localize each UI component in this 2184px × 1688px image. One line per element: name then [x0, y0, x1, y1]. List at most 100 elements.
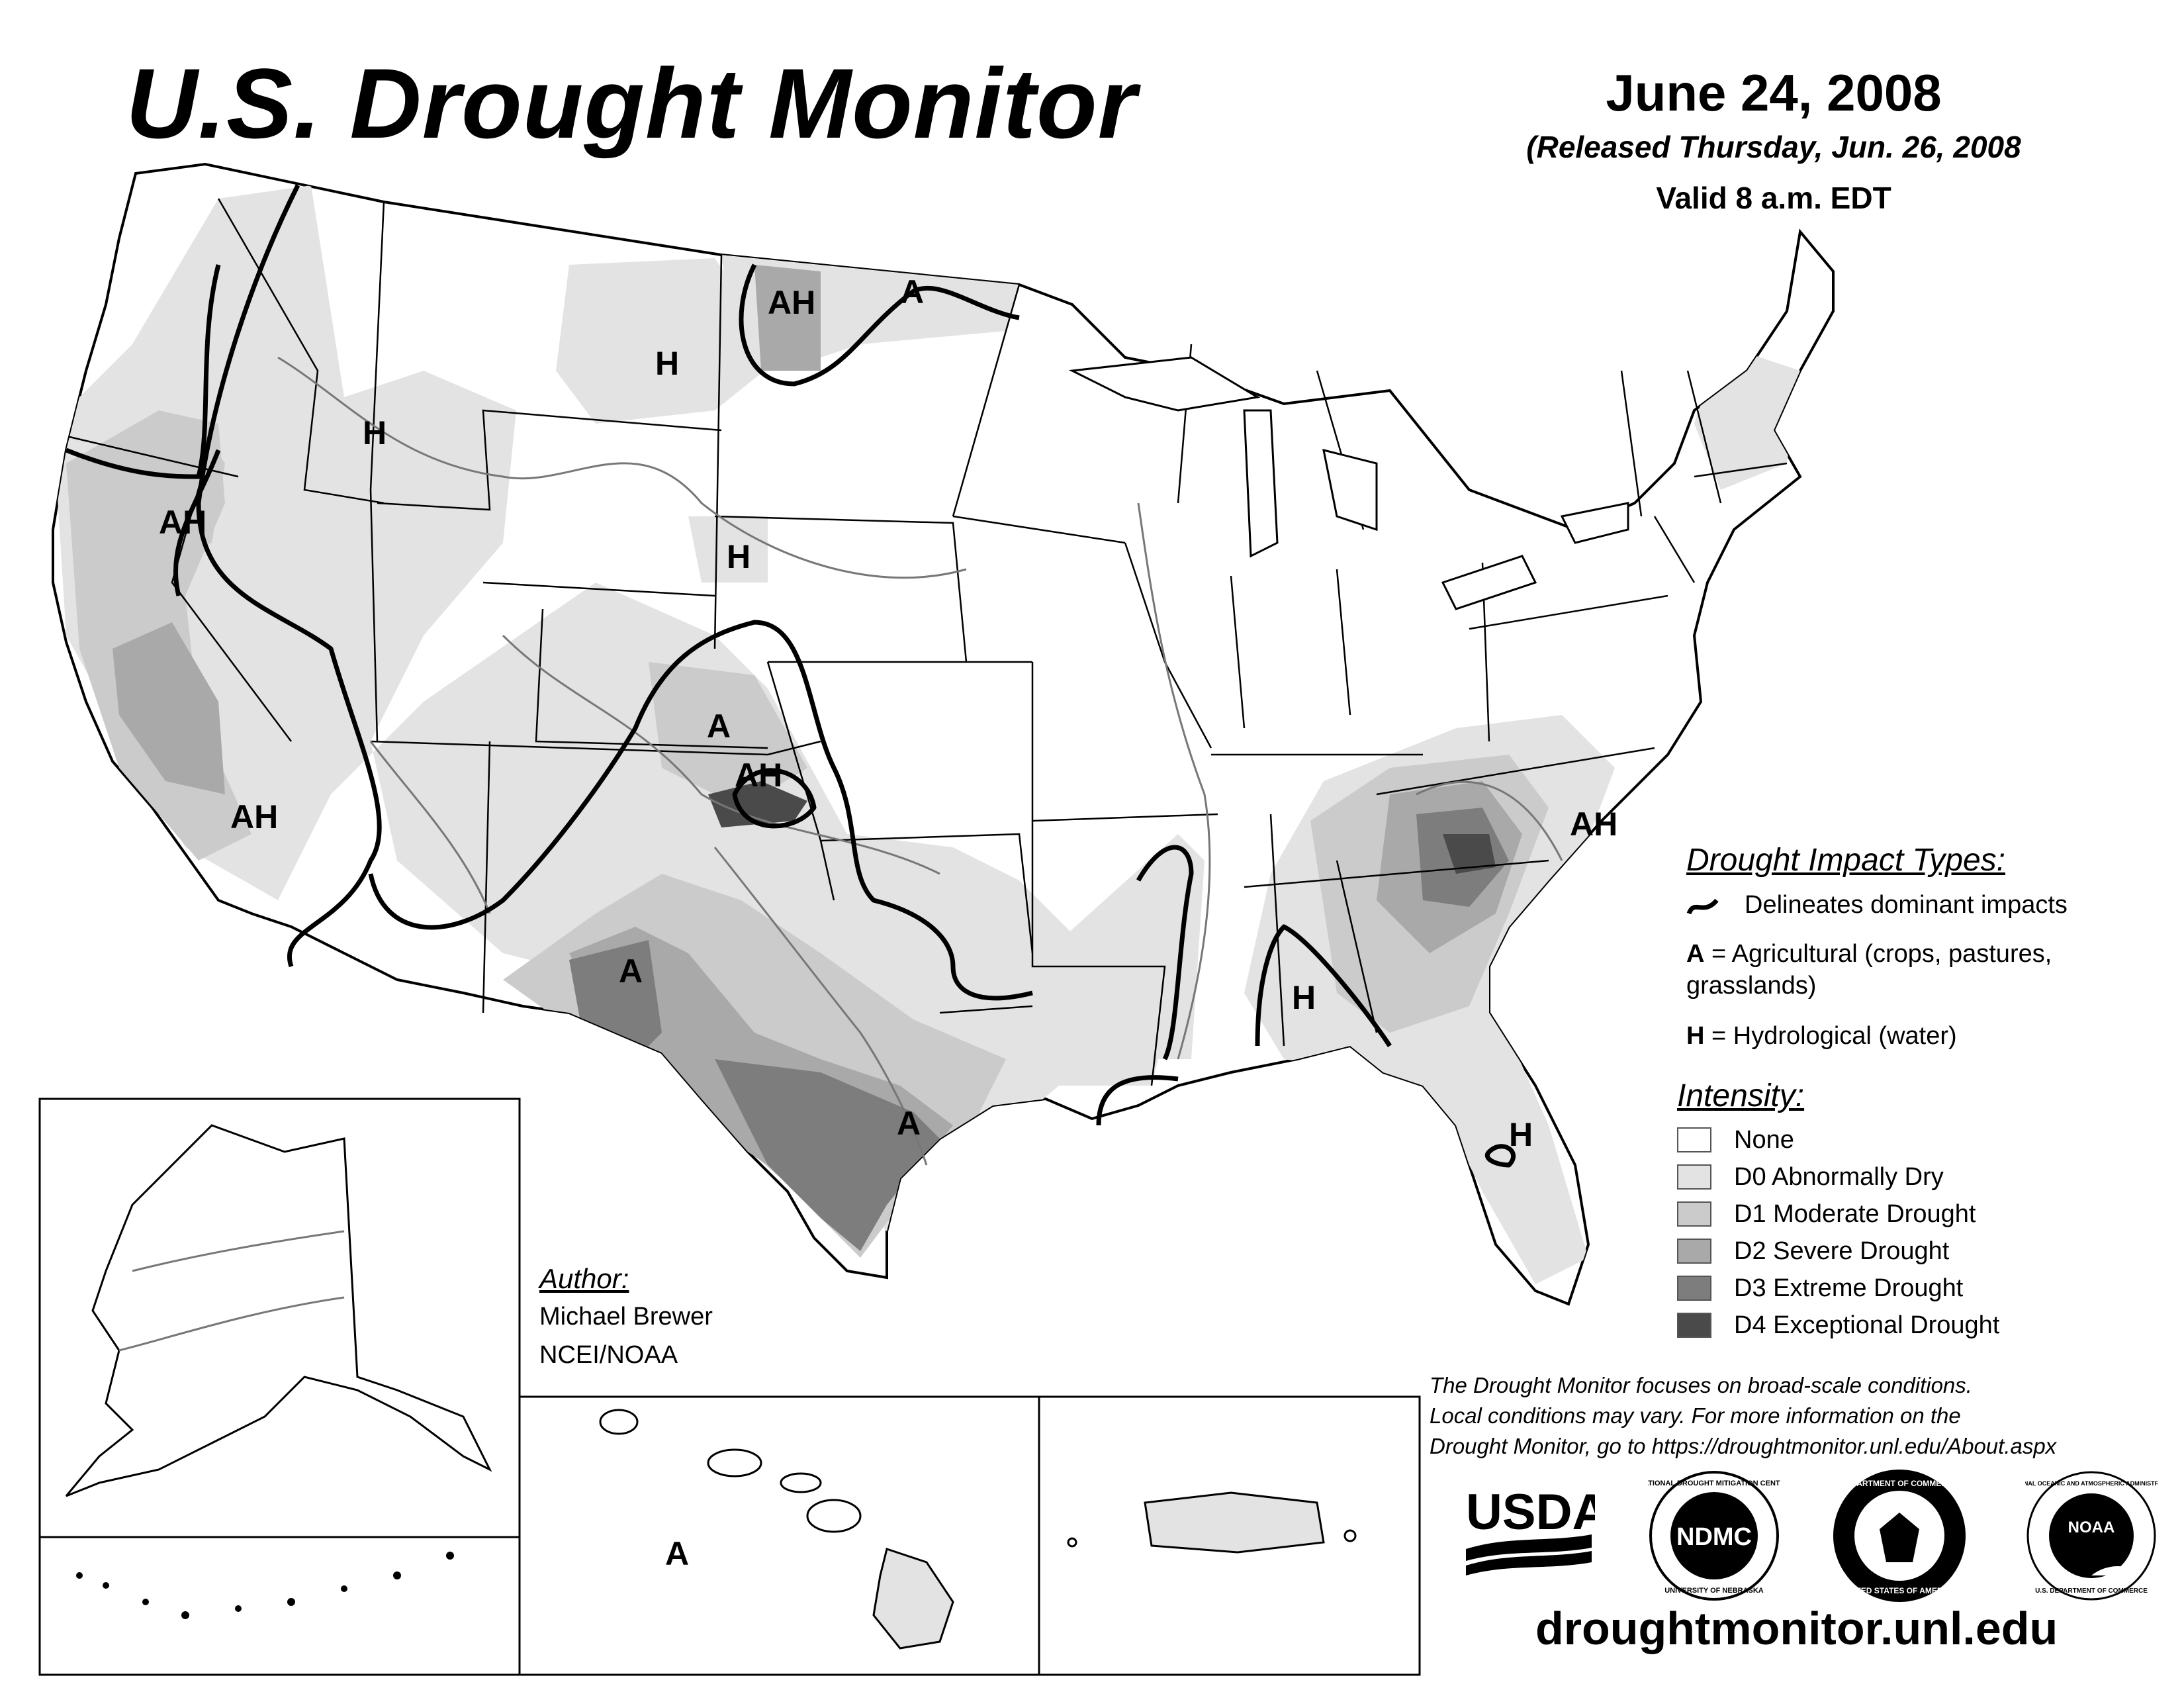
intensity-legend-list: None D0 Abnormally Dry D1 Moderate Droug… — [1677, 1121, 1999, 1344]
label-co-a: A — [707, 708, 731, 745]
doc-ring-bottom: UNITED STATES OF AMERICA — [1843, 1586, 1957, 1595]
note-line-3: Drought Monitor, go to https://droughtmo… — [1430, 1434, 2057, 1458]
noaa-logo: NOAA NATIONAL OCEANIC AND ATMOSPHERIC AD… — [2006, 1470, 2177, 1605]
website-link[interactable]: droughtmonitor.unl.edu — [1535, 1603, 2058, 1654]
label-ca-ah-north: AH — [159, 504, 207, 541]
ndmc-ring-top: NATIONAL DROUGHT MITIGATION CENTER — [1648, 1479, 1780, 1487]
impact-delineates-text: Delineates dominant impacts — [1745, 891, 2068, 919]
label-nc-ah: AH — [1570, 806, 1618, 843]
legend-item-d0: D0 Abnormally Dry — [1677, 1158, 1999, 1196]
hawaii-islands — [599, 1409, 954, 1650]
puerto-rico-land — [1144, 1491, 1325, 1554]
swatch-d1 — [1677, 1201, 1711, 1227]
note-line-2: Local conditions may vary. For more info… — [1430, 1403, 1961, 1428]
swatch-d0 — [1677, 1164, 1711, 1190]
label-co-ah: AH — [735, 757, 783, 794]
d1-idaho — [159, 424, 225, 556]
alaska-land — [65, 1124, 492, 1497]
legend-item-d3: D3 Extreme Drought — [1677, 1270, 1999, 1307]
impact-line-rgrande — [732, 768, 817, 829]
impact-line-sw — [368, 620, 1033, 1001]
great-lakes — [1068, 356, 1629, 610]
doc-logo-graphic: DEPARTMENT OF COMMERCE UNITED STATES OF … — [1833, 1470, 1966, 1602]
release-date: (Released Thursday, Jun. 26, 2008 — [1526, 130, 2021, 164]
label-al-h: H — [1292, 979, 1316, 1016]
note-line-1: The Drought Monitor focuses on broad-sca… — [1430, 1373, 1972, 1397]
d3-tx-west — [569, 940, 662, 1072]
doc-ring-top: DEPARTMENT OF COMMERCE — [1841, 1479, 1958, 1488]
agri-key: A — [1686, 940, 1705, 968]
impact-line-west — [196, 184, 382, 968]
impact-line-icon — [1686, 898, 1719, 915]
swatch-d2 — [1677, 1239, 1711, 1264]
impact-agricultural-cont: grasslands) — [1686, 972, 1817, 1000]
author-heading: Author: — [539, 1263, 629, 1294]
ndmc-ring-bottom: UNIVERSITY OF NEBRASKA — [1664, 1587, 1764, 1595]
doc-logo: DEPARTMENT OF COMMERCE UNITED STATES OF … — [1830, 1466, 1969, 1609]
ndmc-logo-text: NDMC — [1676, 1523, 1752, 1551]
label-fl-h: H — [1509, 1116, 1533, 1153]
d0-north — [556, 258, 781, 424]
alaska-rivers — [118, 1230, 345, 1352]
d0-west — [53, 185, 1165, 1231]
impact-agricultural: A = Agricultural (crops, pastures, — [1686, 940, 2052, 968]
label-mn-a: A — [900, 273, 925, 310]
noaa-logo-text: NOAA — [2068, 1519, 2115, 1536]
d2-ca — [113, 622, 225, 794]
hydro-text: = Hydrological (water) — [1704, 1022, 1957, 1050]
label-montana-h: H — [655, 345, 680, 382]
rivers — [277, 356, 1563, 1166]
label-nm-a: A — [619, 953, 643, 990]
usda-logo: USDA — [1463, 1483, 1608, 1582]
label-nd-ah: AH — [768, 284, 816, 321]
hydro-key: H — [1686, 1022, 1705, 1050]
impact-line-ca — [173, 449, 221, 596]
puerto-rico-frame — [1038, 1395, 1421, 1676]
impact-hydrological: H = Hydrological (water) — [1686, 1022, 1957, 1051]
impact-lines — [65, 184, 1516, 1168]
ndmc-logo: NDMC NATIONAL DROUGHT MITIGATION CENTER … — [1638, 1470, 1790, 1605]
ndmc-logo-graphic: NDMC NATIONAL DROUGHT MITIGATION CENTER … — [1638, 1471, 1790, 1601]
disclaimer-note: The Drought Monitor focuses on broad-sca… — [1430, 1370, 2177, 1462]
usda-logo-text: USDA — [1466, 1484, 1595, 1540]
d0-ms — [1046, 834, 1205, 1059]
map-date: June 24, 2008 — [1606, 64, 1942, 122]
label-tx-a: A — [897, 1105, 921, 1142]
legend-item-none: None — [1677, 1121, 1999, 1158]
swatch-d4 — [1677, 1313, 1711, 1338]
label-west-h: H — [363, 414, 387, 451]
alaska-frame — [38, 1098, 521, 1676]
impact-line-nd — [739, 263, 1020, 387]
author-org: NCEI/NOAA — [539, 1341, 678, 1369]
inset-frames — [38, 1098, 1421, 1676]
d4-se — [1443, 834, 1496, 874]
impact-line-ms — [1136, 845, 1194, 1060]
impact-line-al — [1255, 924, 1392, 1047]
noaa-logo-graphic: NOAA NATIONAL OCEANIC AND ATMOSPHERIC AD… — [2006, 1471, 2177, 1601]
map-title: U.S. Drought Monitor — [126, 48, 1138, 159]
valid-time: Valid 8 a.m. EDT — [1656, 181, 1891, 215]
drought-shading — [53, 185, 1800, 1284]
impact-line-gulf — [1096, 1075, 1179, 1126]
usda-logo-graphic: USDA — [1466, 1484, 1608, 1575]
author-name: Michael Brewer — [539, 1303, 713, 1331]
impact-legend-heading: Drought Impact Types: — [1686, 843, 2005, 878]
noaa-ring-top: NATIONAL OCEANIC AND ATMOSPHERIC ADMINIS… — [2025, 1480, 2158, 1487]
label-hawaii-a: A — [665, 1535, 690, 1572]
legend-item-d1: D1 Moderate Drought — [1677, 1196, 1999, 1233]
d0-ne — [688, 516, 768, 583]
label-ne-h: H — [727, 538, 751, 575]
agri-text: = Agricultural (crops, pastures, — [1704, 940, 2052, 968]
label-ca-ah-south: AH — [230, 798, 279, 835]
d3-tx-south — [715, 1059, 940, 1251]
legend-item-d4: D4 Exceptional Drought — [1677, 1307, 1999, 1344]
swatch-d3 — [1677, 1276, 1711, 1301]
aleutians — [76, 1552, 454, 1619]
swatch-none — [1677, 1127, 1711, 1152]
hawaii-frame — [518, 1395, 1040, 1676]
legend-item-d2: D2 Severe Drought — [1677, 1233, 1999, 1270]
impact-line-pnw — [65, 264, 221, 479]
d2-nd — [754, 265, 821, 371]
impact-line-fl — [1485, 1144, 1516, 1168]
